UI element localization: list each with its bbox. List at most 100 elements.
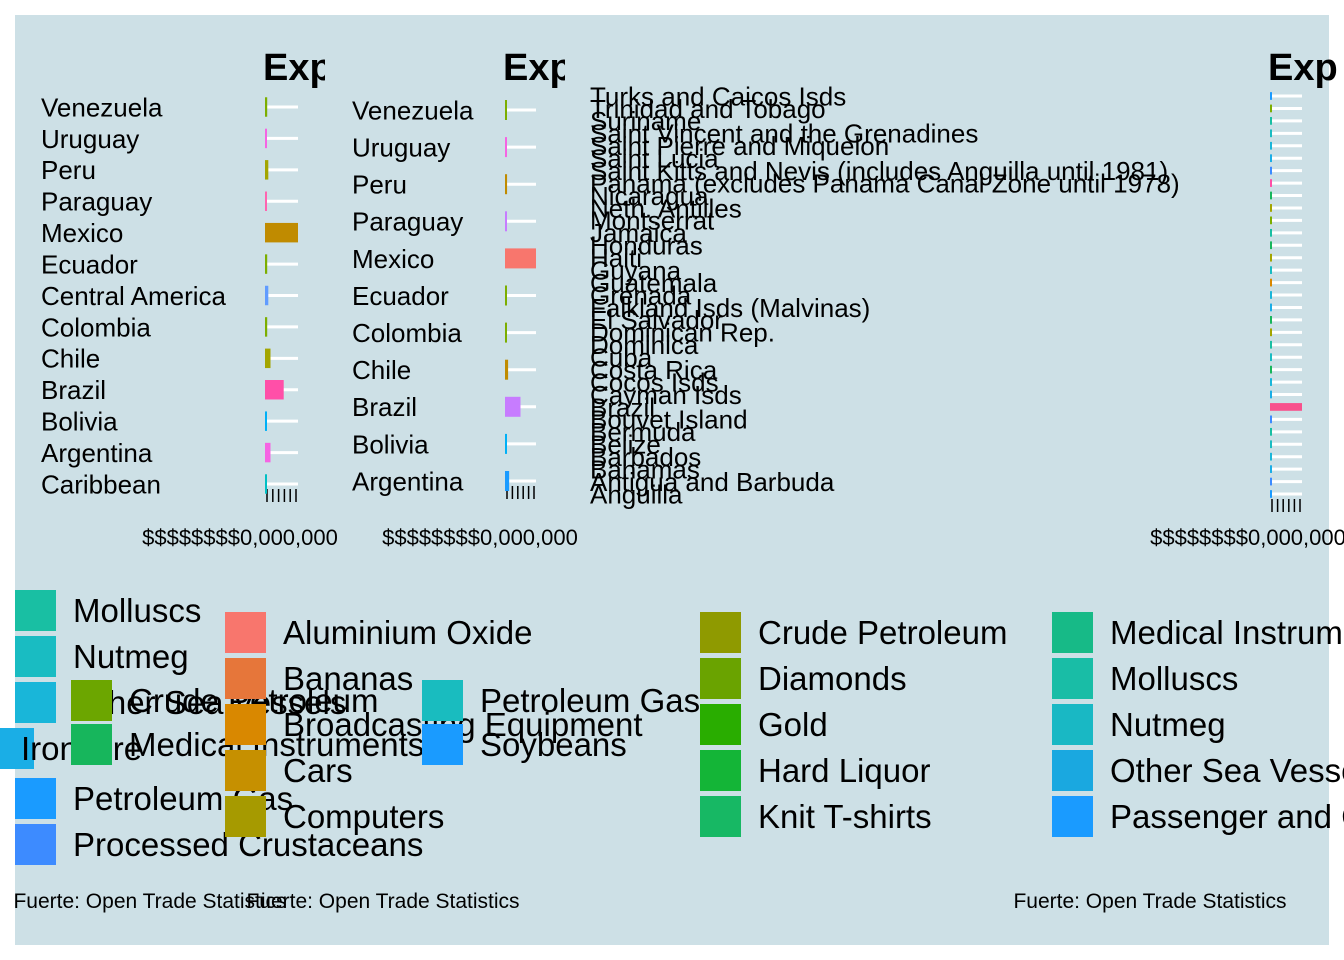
- bar: [265, 411, 267, 431]
- y-tick-label: Chile: [352, 355, 411, 385]
- legend-swatch: [1052, 750, 1093, 791]
- y-tick-label: Peru: [352, 170, 407, 200]
- bar: [265, 97, 268, 117]
- x-tick-label: $$$$$$$$0,000,000: [382, 525, 578, 550]
- y-tick-label: Bolivia: [352, 429, 429, 459]
- y-tick-label: Antigua and Barbuda: [590, 467, 835, 497]
- y-tick-label: Grenada: [590, 280, 692, 310]
- bar: [505, 396, 521, 417]
- bar: [505, 137, 507, 158]
- y-tick-label: Saint Lucia: [590, 144, 719, 174]
- legend-swatch: [71, 680, 112, 721]
- y-tick-label: Nicaragua: [590, 181, 709, 211]
- bar: [505, 471, 510, 491]
- bar: [265, 380, 284, 400]
- y-tick-label: Falkland Isds (Malvinas): [590, 293, 870, 323]
- y-tick-label: Dominica: [590, 330, 699, 360]
- bars: [505, 100, 536, 491]
- y-tick-label: Central America: [41, 281, 226, 311]
- legend: Crude Petroleum Diamonds Gold Hard Liquor Kn…: [700, 612, 1344, 837]
- y-tick-label: Ecuador: [352, 281, 449, 311]
- legend-label: Crude Petroleum: [758, 614, 1007, 651]
- legend-label: Nutmeg: [73, 638, 189, 675]
- chart-title: Exp: [503, 47, 573, 89]
- legend-label: Other Sea Vessels: [1110, 752, 1344, 789]
- panel-background-3: [565, 15, 1329, 945]
- x-axis-ticks: [266, 489, 297, 502]
- y-tick-label: Saint Vincent and the Grenadines: [590, 119, 978, 149]
- y-tick-label: Guyana: [590, 255, 682, 285]
- chart-title: Exp: [263, 47, 333, 89]
- legend-swatch: [225, 750, 266, 791]
- y-tick-label: Bermuda: [590, 417, 696, 447]
- legend-swatch: [1052, 612, 1093, 653]
- chart-title: Exp: [1268, 47, 1338, 89]
- x-tick-label: $$$$$$$$0,000,000: [1150, 525, 1344, 550]
- bar: [1270, 353, 1272, 362]
- bar: [1270, 92, 1272, 100]
- bar: [265, 285, 269, 306]
- legend-label: Medical Instruments: [129, 726, 424, 763]
- bar: [1270, 477, 1272, 486]
- bar: [1270, 316, 1272, 324]
- bar: [1270, 278, 1272, 287]
- legend-label: Cars: [283, 752, 353, 789]
- legend-label: Molluscs: [73, 592, 201, 629]
- legend-swatch: [15, 824, 56, 865]
- bar: [1270, 378, 1272, 386]
- y-tick-label: Costa Rica: [590, 355, 718, 385]
- y-tick-label: Guatemala: [590, 268, 718, 298]
- y-tick-label: Venezuela: [41, 92, 163, 122]
- legend-swatch: [15, 778, 56, 819]
- bar: [1270, 415, 1272, 424]
- bar: [265, 442, 271, 463]
- y-tick-label: Argentina: [352, 466, 464, 496]
- bar: [265, 191, 267, 211]
- legend-label: Passenger and Cargo Ships: [1110, 798, 1344, 835]
- legend-swatch: [700, 612, 741, 653]
- bar: [505, 322, 507, 343]
- y-tick-label: Brazil: [590, 392, 655, 422]
- legend-label: Soybeans: [480, 726, 627, 763]
- bar: [1270, 365, 1272, 374]
- caption: Fuerte: Open Trade Statistics: [246, 890, 519, 913]
- y-tick-label: Montserrat: [590, 206, 715, 236]
- bar: [1270, 154, 1272, 163]
- bar: [1270, 340, 1272, 349]
- legend-swatch: [225, 612, 266, 653]
- legend-swatch: [225, 658, 266, 699]
- x-tick-label: $$$$$$$$0,000,000: [142, 525, 338, 550]
- legend-label: Bananas: [283, 660, 413, 697]
- y-tick-label: Ecuador: [41, 249, 138, 279]
- y-tick-label: Turks and Caicos Isds: [590, 81, 846, 111]
- y-tick-label: Paraguay: [41, 187, 152, 217]
- bar: [265, 348, 271, 369]
- bar: [1270, 303, 1272, 312]
- bar: [505, 100, 507, 120]
- bar: [265, 160, 269, 180]
- y-tick-label: Uruguay: [352, 132, 450, 162]
- y-tick-label: Uruguay: [41, 124, 139, 154]
- y-tick-label: Panama (excludes Panama Canal Zone until…: [590, 168, 1180, 198]
- legend-swatch: [15, 636, 56, 677]
- y-tick-label: Colombia: [41, 312, 151, 342]
- y-tick-label: Brazil: [352, 392, 417, 422]
- bar: [1270, 179, 1272, 187]
- chart-1: VenezuelaUruguayPeruParaguayMexicoEcuado…: [0, 47, 424, 913]
- y-tick-label: Bouvet Island: [590, 405, 748, 435]
- bar: [1270, 117, 1272, 125]
- legend-swatch: [422, 680, 463, 721]
- y-tick-label: Brazil: [41, 375, 106, 405]
- legend-label: Aluminium Oxide: [283, 614, 532, 651]
- legend-label: Knit T-shirts: [758, 798, 932, 835]
- y-tick-label: Anguilla: [590, 479, 683, 509]
- y-tick-label: Cayman Isds: [590, 380, 742, 410]
- legend-swatch: [700, 796, 741, 837]
- legend-swatch: [1052, 658, 1093, 699]
- legend-swatch: [225, 796, 266, 837]
- bar: [1270, 440, 1272, 449]
